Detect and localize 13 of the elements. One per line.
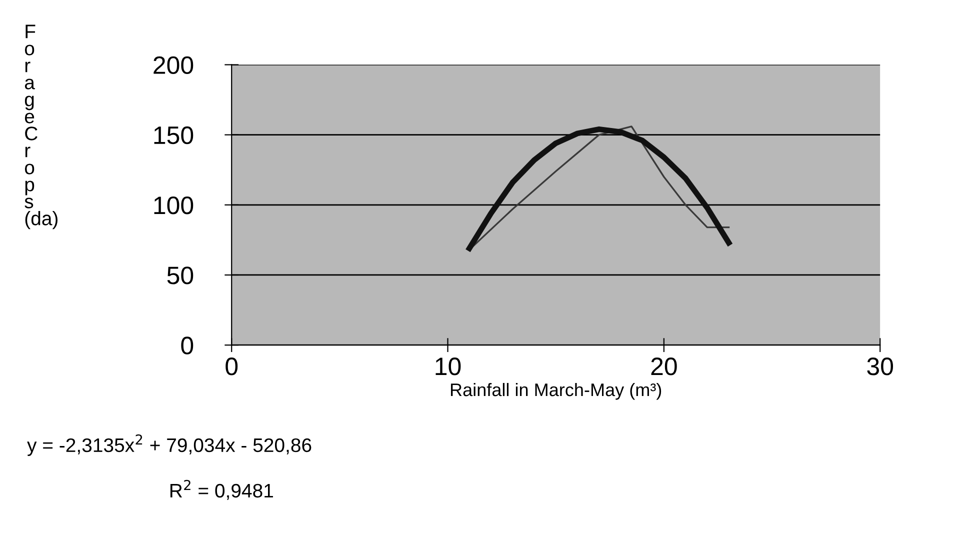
y-tick-label: 200	[154, 56, 194, 74]
x-tick-label: 20	[651, 358, 677, 376]
y-tick-label: 100	[154, 196, 194, 214]
text: y = -2,3135x$^{2}$ + 79,034x - 520,86	[27, 434, 312, 456]
y-tick-label: 0	[181, 336, 194, 354]
y-tick-label: 50	[167, 266, 194, 284]
x-tick-label: 10	[436, 358, 461, 376]
x-axis-title: Rainfall in March-May (m³)	[450, 382, 662, 400]
text: ForageCrops (da)	[24, 24, 58, 230]
x-tick-label: 0	[226, 358, 238, 376]
y-tick-label: 150	[154, 126, 194, 144]
x-tick-label: 30	[867, 358, 894, 376]
text: R$^{2}$ = 0,9481	[170, 480, 273, 500]
